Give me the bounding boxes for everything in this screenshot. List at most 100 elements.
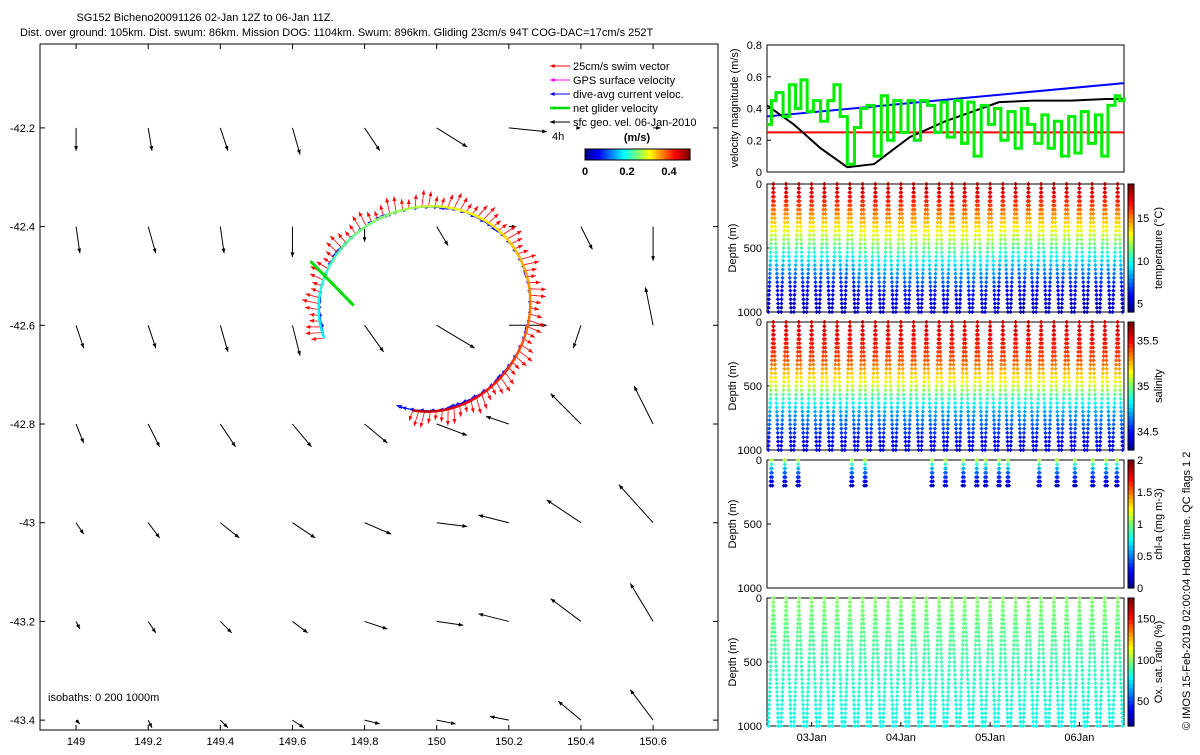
profile-point	[1030, 284, 1034, 288]
glider-track-segment	[322, 280, 324, 286]
profile-point	[1055, 254, 1059, 258]
profile-point	[838, 388, 842, 392]
profile-point	[929, 297, 933, 301]
profile-point	[1022, 418, 1026, 422]
profile-point	[774, 401, 778, 405]
profile-point	[984, 466, 988, 470]
profile-point	[1062, 259, 1066, 263]
profile-point	[839, 276, 843, 280]
profile-point	[1100, 254, 1104, 258]
profile-point	[945, 306, 949, 310]
section-colorbar-cell	[1128, 598, 1134, 603]
profile-point	[985, 409, 989, 413]
profile-point	[954, 284, 958, 288]
profile-point	[1004, 276, 1008, 280]
section-colorbar-cell	[1128, 322, 1134, 327]
profile-point	[895, 280, 899, 284]
profile-point	[798, 634, 802, 638]
profile-point	[888, 358, 892, 362]
profile-point	[933, 414, 937, 418]
profile-point	[805, 720, 809, 724]
profile-point	[1086, 284, 1090, 288]
profile-point	[1024, 375, 1028, 379]
profile-point	[884, 229, 888, 233]
profile-point	[824, 643, 828, 647]
profile-point	[1041, 220, 1045, 224]
profile-point	[1098, 431, 1102, 435]
profile-point	[1053, 225, 1057, 229]
profile-point	[1042, 263, 1046, 267]
profile-point	[907, 310, 911, 314]
section-colorbar-cell	[1128, 231, 1134, 236]
profile-point	[965, 371, 969, 375]
profile-point	[767, 422, 771, 426]
profile-point	[826, 409, 830, 413]
profile-point	[992, 280, 996, 284]
profile-point	[826, 414, 830, 418]
profile-point	[775, 267, 779, 271]
profile-point	[945, 301, 949, 305]
profile-point	[939, 237, 943, 241]
profile-point	[833, 246, 837, 250]
profile-point	[883, 259, 887, 263]
profile-point	[825, 401, 829, 405]
profile-point	[984, 276, 988, 280]
profile-point	[1107, 293, 1111, 297]
profile-point	[1050, 233, 1054, 237]
profile-point	[1023, 267, 1027, 271]
profile-point	[837, 375, 841, 379]
profile-point	[996, 448, 1000, 452]
section-y-tick-label: 1000	[738, 721, 762, 733]
section-colorbar-cell	[1128, 424, 1134, 429]
swim-vector-arrow-head	[305, 306, 310, 310]
profile-point	[991, 267, 995, 271]
profile-point	[831, 690, 835, 694]
profile-point	[824, 216, 828, 220]
profile-point	[870, 405, 874, 409]
profile-point	[978, 250, 982, 254]
profile-point	[1060, 439, 1064, 443]
profile-point	[889, 401, 893, 405]
profile-point	[773, 375, 777, 379]
profile-point	[1016, 375, 1020, 379]
profile-point	[1080, 250, 1084, 254]
profile-point	[973, 242, 977, 246]
profile-point	[932, 301, 936, 305]
profile-point	[770, 466, 774, 470]
profile-point	[909, 380, 913, 384]
profile-point	[839, 293, 843, 297]
profile-point	[940, 397, 944, 401]
profile-point	[781, 673, 785, 677]
profile-point	[1107, 427, 1111, 431]
profile-point	[894, 448, 898, 452]
profile-point	[850, 643, 854, 647]
profile-point	[845, 259, 849, 263]
profile-point	[948, 237, 952, 241]
profile-point	[946, 276, 950, 280]
profile-point	[1073, 280, 1077, 284]
profile-point	[835, 600, 839, 604]
geo-velocity-arrow-head	[152, 343, 156, 348]
profile-point	[1043, 427, 1047, 431]
profile-point	[788, 690, 792, 694]
profile-point	[1060, 293, 1064, 297]
profile-point	[849, 220, 853, 224]
profile-point	[837, 371, 841, 375]
profile-point	[773, 220, 777, 224]
profile-point	[972, 254, 976, 258]
profile-point	[966, 401, 970, 405]
profile-point	[1022, 301, 1026, 305]
profile-point	[991, 246, 995, 250]
profile-point	[966, 259, 970, 263]
profile-point	[1018, 427, 1022, 431]
profile-point	[780, 435, 784, 439]
profile-point	[1088, 242, 1092, 246]
profile-point	[970, 448, 974, 452]
profile-point	[984, 414, 988, 418]
profile-point	[1021, 444, 1025, 448]
profile-point	[1014, 182, 1018, 186]
profile-point	[883, 254, 887, 258]
profile-point	[818, 289, 822, 293]
profile-point	[1062, 388, 1066, 392]
profile-point	[793, 681, 797, 685]
